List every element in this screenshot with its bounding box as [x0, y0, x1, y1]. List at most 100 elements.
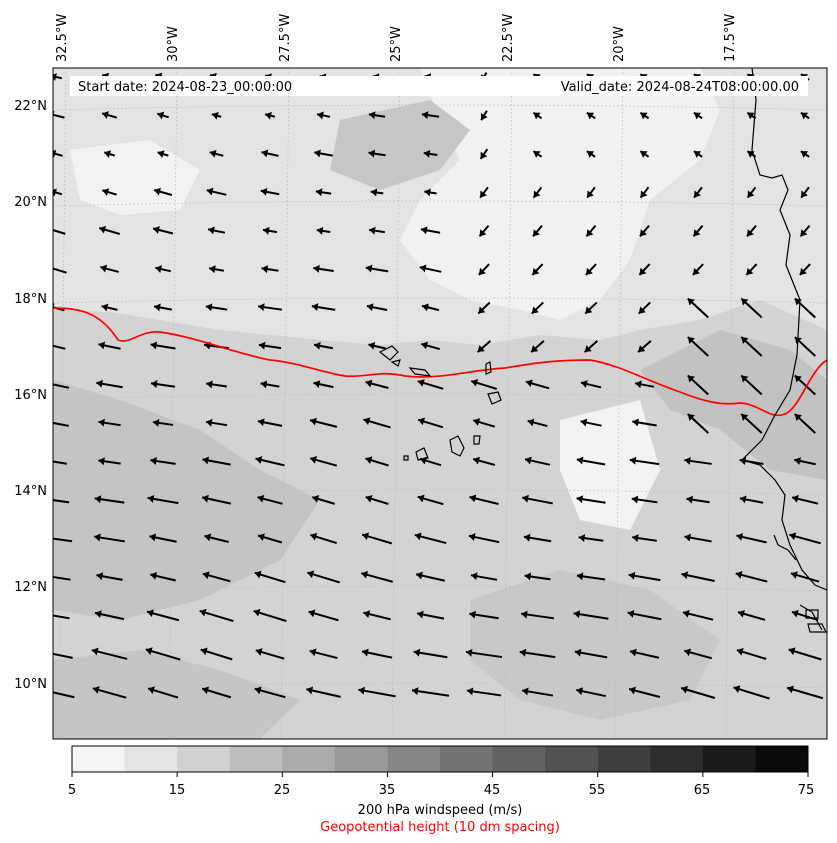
colorbar-cell [177, 746, 231, 772]
wind-vector-arrowhead [420, 226, 428, 235]
wind-vector-arrowhead [147, 609, 154, 618]
wind-vector-arrowhead [157, 150, 165, 158]
wind-vector-arrowhead [45, 457, 52, 465]
wind-vector-arrowhead [261, 149, 269, 158]
wind-vector-arrowhead [792, 494, 799, 503]
wind-vector-arrowhead [202, 571, 210, 580]
wind-vector-arrowhead [366, 303, 374, 312]
wind-vector-arrowhead [255, 456, 263, 464]
wind-vector-shaft [53, 421, 69, 427]
wind-vector-arrowhead [155, 265, 162, 274]
wind-vectors [41, 72, 824, 700]
wind-vector-shaft [411, 689, 450, 697]
wind-vector-arrowhead [92, 686, 100, 694]
wind-vector-arrowhead [478, 306, 486, 314]
wind-vector-arrowhead [370, 188, 378, 197]
island-sao-vicente [390, 359, 401, 367]
wind-vector-arrowhead [533, 112, 541, 120]
colorbar-cell [229, 746, 283, 772]
wind-vector-shaft [786, 686, 824, 700]
windspeed-band-medium [330, 100, 470, 190]
wind-vector-arrowhead [632, 418, 639, 427]
wind-vector-arrowhead [471, 379, 479, 387]
longitude-label: 17.5°W [723, 14, 738, 62]
colorbar-tick-label: 15 [169, 783, 186, 798]
wind-vector-arrowhead [312, 495, 320, 503]
wind-vector-arrowhead [682, 609, 690, 618]
wind-vector-arrowhead [586, 112, 595, 120]
colorbar-cell [755, 746, 809, 772]
wind-vector-arrowhead [638, 345, 646, 353]
wind-vector-arrowhead [154, 303, 161, 312]
wind-vector-arrowhead [630, 648, 637, 657]
wind-vector-arrowhead [413, 648, 421, 657]
wind-vector-arrowhead [687, 375, 695, 383]
wind-vector-arrowhead [470, 572, 478, 581]
wind-vector-arrowhead [310, 532, 318, 541]
wind-vector-arrowhead [260, 187, 268, 196]
colorbar-cell [702, 746, 756, 772]
wind-vector-shaft [53, 267, 67, 274]
wind-vector-arrowhead [576, 495, 584, 504]
wind-vector-shaft [53, 229, 66, 235]
wind-vector-shaft [53, 614, 70, 620]
wind-vector-arrowhead [308, 609, 316, 618]
wind-vector-arrowhead [258, 341, 266, 350]
wind-vector-arrowhead [314, 341, 321, 350]
wind-vector-arrowhead [363, 610, 371, 618]
wind-vector-arrowhead [585, 306, 593, 314]
colorbar-frame [71, 745, 809, 773]
wind-vector-arrowhead [585, 267, 593, 275]
wind-vector-arrowhead [41, 572, 48, 580]
wind-vector-shaft [358, 688, 396, 698]
latitude-label: 16°N [14, 388, 47, 403]
wind-vector-arrowhead [208, 226, 215, 235]
wind-vector-arrowhead [423, 149, 431, 158]
windspeed-band-lighter [400, 68, 720, 320]
wind-vector-arrowhead [205, 418, 213, 427]
wind-vector-arrowhead [473, 418, 481, 426]
windspeed-band-lighter [70, 140, 200, 215]
wind-vector-arrowhead [640, 190, 648, 198]
longitude-labels: 32.5°W 30°W 27.5°W 25°W 22.5°W 20°W 17.5… [55, 14, 738, 62]
wind-vector-arrowhead [640, 112, 648, 120]
wind-vector-arrowhead [466, 687, 474, 696]
wind-vector-arrowhead [254, 570, 262, 579]
wind-vector-arrowhead [628, 571, 636, 580]
wind-vector-arrowhead [365, 264, 373, 273]
wind-vector-arrowhead [363, 417, 371, 426]
wind-vector-arrowhead [586, 229, 594, 237]
colorbar-cell [492, 746, 546, 772]
colorbar-tick-label: 5 [68, 783, 76, 798]
wind-vector-arrowhead [157, 111, 165, 120]
wind-vector-shaft [53, 652, 73, 659]
wind-vector-arrowhead [519, 648, 527, 657]
wind-vector-arrowhead [199, 608, 207, 617]
wind-vector-arrowhead [479, 229, 487, 237]
latitude-label: 12°N [14, 580, 47, 595]
wind-vector-arrowhead [102, 188, 110, 196]
windspeed-band-medium [640, 330, 827, 480]
wind-vector-shaft [53, 152, 63, 157]
wind-vector-arrowhead [365, 379, 373, 388]
wind-vector-arrowhead [681, 685, 689, 694]
longitude-label: 27.5°W [278, 14, 293, 62]
wind-vector-arrowhead [573, 610, 581, 619]
wind-vector-arrowhead [478, 267, 486, 275]
wind-vector-arrowhead [586, 151, 595, 158]
wind-vector-arrowhead [684, 533, 692, 542]
wind-vector-arrowhead [314, 149, 321, 158]
wind-vector-arrowhead [794, 375, 802, 383]
colorbar-subtitle: Geopotential height (10 dm spacing) [320, 820, 560, 835]
wind-vector-arrowhead [419, 264, 427, 273]
wind-vector-shaft [53, 691, 75, 699]
wind-vector-arrowhead [801, 190, 808, 198]
wind-vector-arrowhead [523, 533, 531, 542]
colorbar-cell [124, 746, 178, 772]
wind-vector-arrowhead [150, 457, 157, 465]
longitude-label: 32.5°W [55, 14, 70, 62]
wind-vector-arrowhead [209, 149, 217, 158]
wind-vector-arrowhead [584, 345, 592, 353]
wind-vector-arrowhead [576, 572, 584, 581]
